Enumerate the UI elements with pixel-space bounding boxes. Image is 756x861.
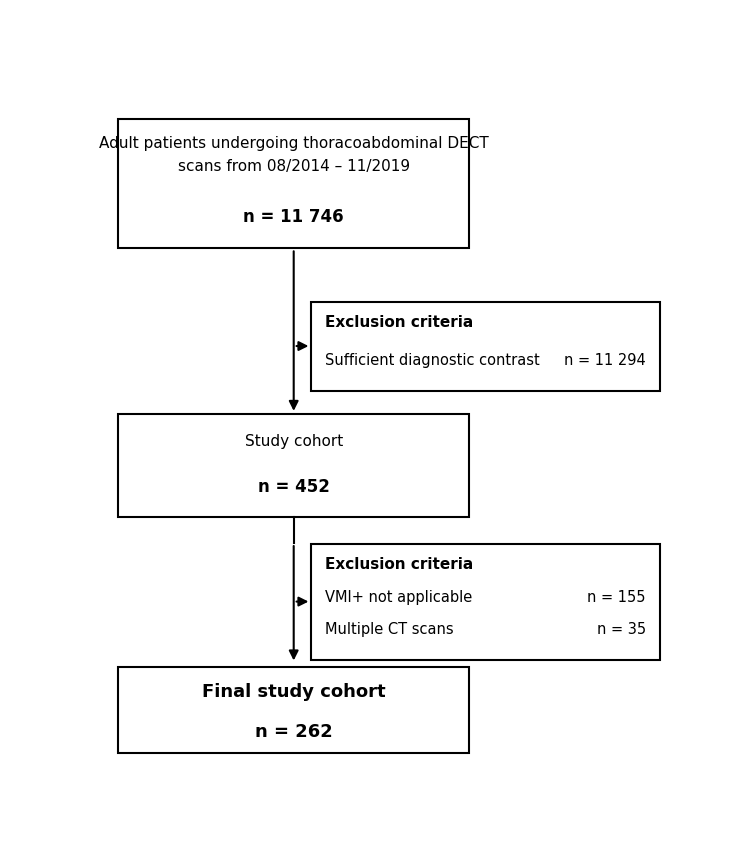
Text: scans from 08/2014 – 11/2019: scans from 08/2014 – 11/2019 xyxy=(178,159,410,174)
Text: VMI+ not applicable: VMI+ not applicable xyxy=(325,589,472,604)
FancyBboxPatch shape xyxy=(311,302,660,392)
Text: Adult patients undergoing thoracoabdominal DECT: Adult patients undergoing thoracoabdomin… xyxy=(99,136,488,151)
FancyBboxPatch shape xyxy=(118,415,469,517)
Text: Sufficient diagnostic contrast: Sufficient diagnostic contrast xyxy=(325,353,540,368)
Text: Final study cohort: Final study cohort xyxy=(202,682,386,700)
Text: n = 35: n = 35 xyxy=(596,622,646,636)
Text: n = 452: n = 452 xyxy=(258,478,330,496)
Text: Study cohort: Study cohort xyxy=(245,433,342,448)
Text: n = 11 746: n = 11 746 xyxy=(243,208,344,226)
FancyBboxPatch shape xyxy=(311,544,660,660)
FancyBboxPatch shape xyxy=(118,120,469,249)
Text: n = 155: n = 155 xyxy=(587,589,646,604)
Text: n = 262: n = 262 xyxy=(255,722,333,740)
FancyBboxPatch shape xyxy=(118,666,469,753)
Text: Exclusion criteria: Exclusion criteria xyxy=(325,314,473,330)
Text: Multiple CT scans: Multiple CT scans xyxy=(325,622,454,636)
Text: Exclusion criteria: Exclusion criteria xyxy=(325,556,473,572)
Text: n = 11 294: n = 11 294 xyxy=(564,353,646,368)
